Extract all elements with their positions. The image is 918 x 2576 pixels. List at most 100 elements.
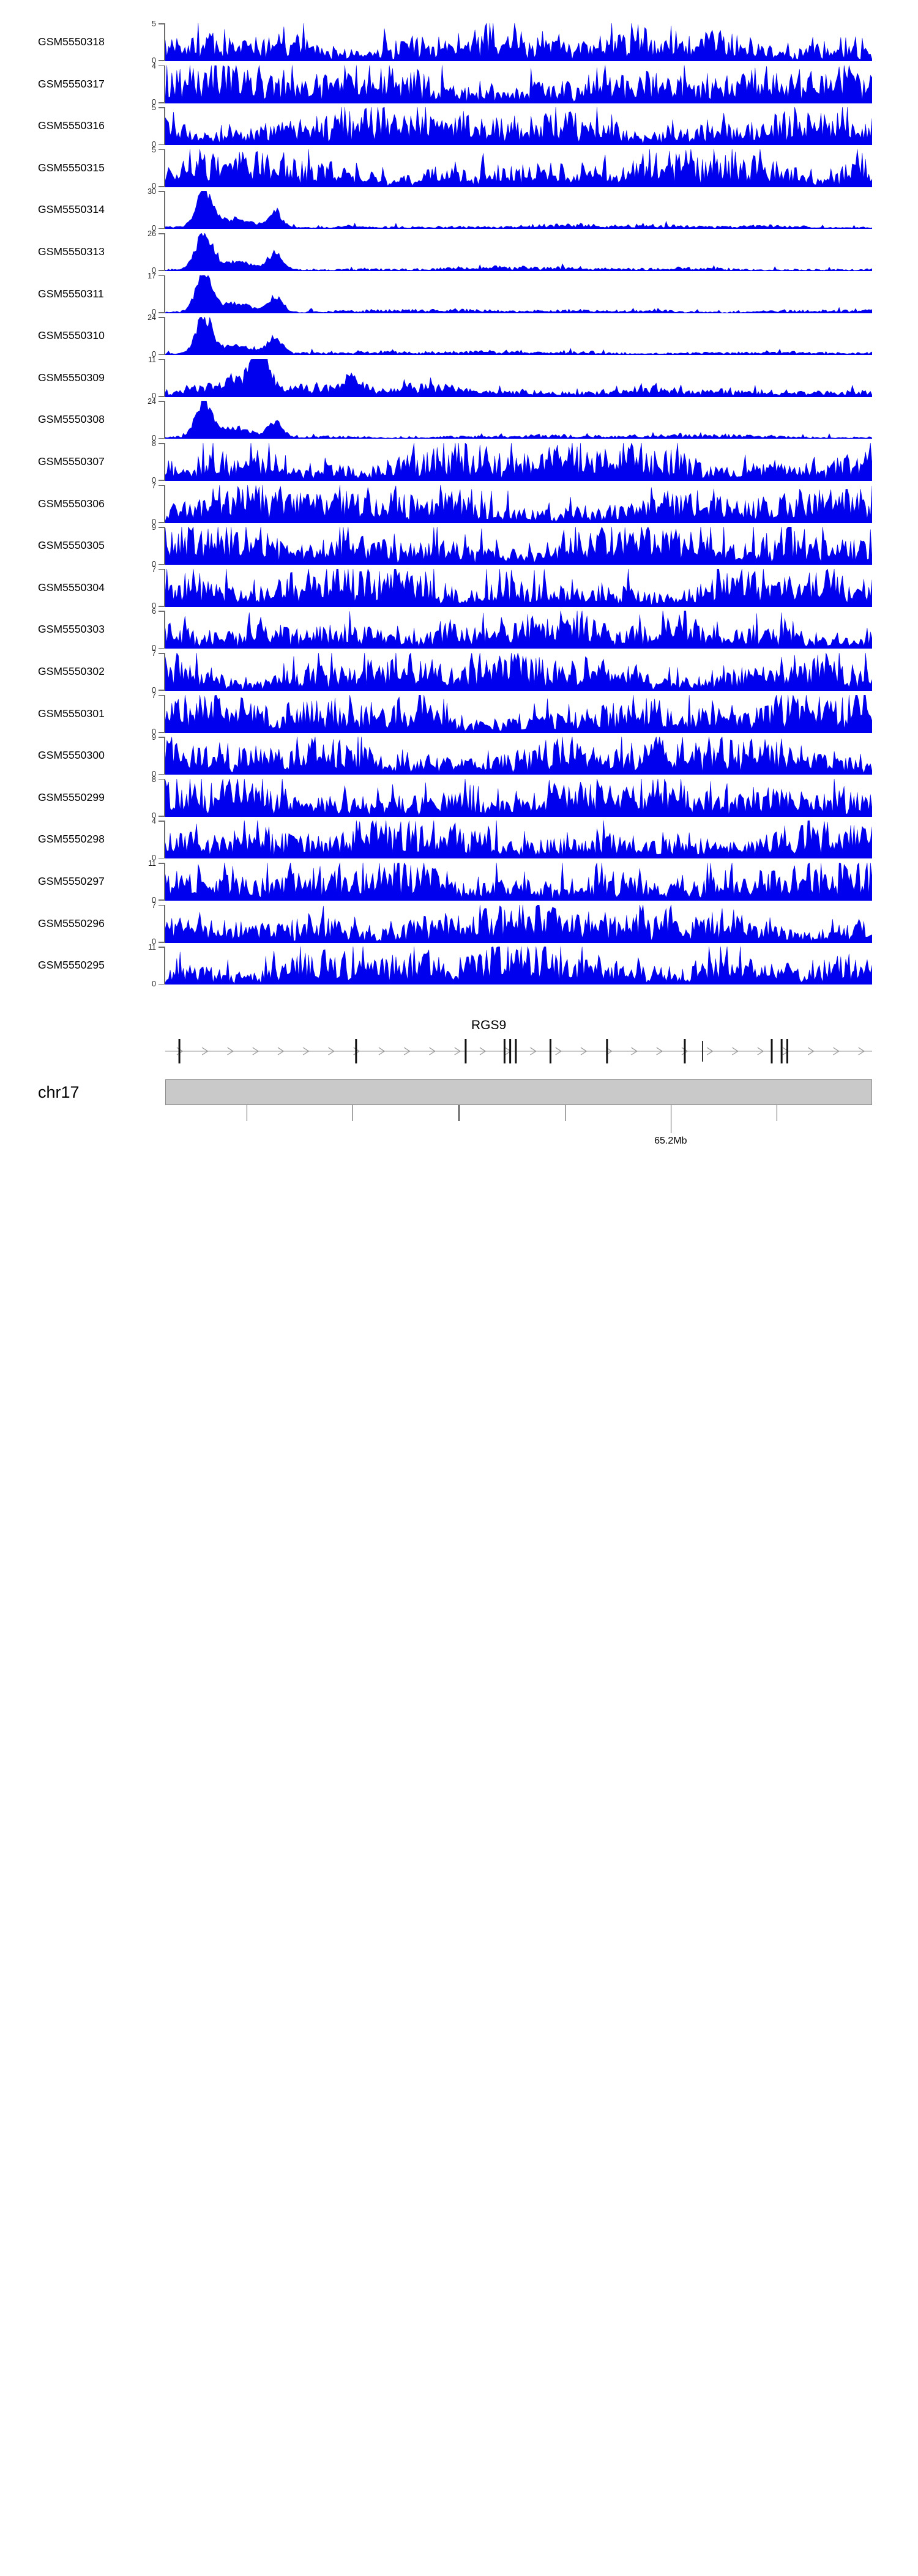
coverage-track[interactable]: GSM5550304 7 0 — [0, 566, 918, 611]
y-axis-max-label: 24 — [147, 313, 156, 322]
coverage-plot-area[interactable] — [165, 107, 872, 146]
coverage-plot-area[interactable] — [165, 317, 872, 356]
coverage-plot-area[interactable] — [165, 275, 872, 313]
track-y-axis: 26 0 — [132, 229, 165, 274]
coverage-plot-area[interactable] — [165, 527, 872, 565]
coverage-track[interactable]: GSM5550296 7 0 — [0, 902, 918, 945]
y-axis-tick-zero — [159, 396, 165, 397]
coverage-track[interactable]: GSM5550308 24 0 — [0, 397, 918, 442]
coverage-plot-area[interactable] — [165, 611, 872, 649]
y-axis-zero-label: 0 — [152, 56, 156, 65]
track-sample-label: GSM5550303 — [38, 623, 105, 636]
coverage-plot-area[interactable] — [165, 485, 872, 523]
coverage-plot-area[interactable] — [165, 947, 872, 985]
coverage-plot-area[interactable] — [165, 359, 872, 397]
coverage-track[interactable]: GSM5550317 4 0 — [0, 62, 918, 106]
coverage-plot-area[interactable] — [165, 568, 872, 607]
y-axis-max-label: 24 — [147, 397, 156, 406]
coverage-track[interactable]: GSM5550314 30 0 — [0, 188, 918, 232]
y-axis-tick-max — [159, 527, 165, 528]
y-axis-tick-zero — [159, 312, 165, 313]
axis-tick — [458, 1104, 460, 1121]
coverage-track[interactable]: GSM5550299 8 0 — [0, 776, 918, 819]
coverage-plot-area[interactable] — [165, 149, 872, 187]
coverage-track[interactable]: GSM5550307 8 0 — [0, 440, 918, 484]
coverage-plot-area[interactable] — [165, 778, 872, 817]
y-axis-zero-label: 0 — [152, 223, 156, 233]
coverage-track[interactable]: GSM5550309 11 0 — [0, 355, 918, 400]
coverage-plot-area[interactable] — [165, 401, 872, 439]
track-sample-label: GSM5550307 — [38, 455, 105, 467]
track-sample-label: GSM5550317 — [38, 77, 105, 90]
track-sample-label: GSM5550305 — [38, 539, 105, 552]
coverage-track[interactable]: GSM5550316 5 0 — [0, 103, 918, 148]
y-axis-line — [164, 904, 165, 943]
y-axis-line — [164, 317, 165, 356]
coverage-track[interactable]: GSM5550301 7 0 — [0, 692, 918, 735]
y-axis-tick-max — [159, 653, 165, 654]
y-axis-line — [164, 149, 165, 187]
coverage-track[interactable]: GSM5550302 7 0 — [0, 649, 918, 694]
coverage-plot-area[interactable] — [165, 737, 872, 775]
y-axis-zero-label: 0 — [152, 140, 156, 149]
coverage-track[interactable]: GSM5550297 11 0 — [0, 860, 918, 904]
coverage-plot-area[interactable] — [165, 653, 872, 691]
chromosome-axis-panel: chr17 65.2Mb — [0, 1079, 918, 1177]
y-axis-zero-label: 0 — [152, 601, 156, 611]
y-axis-max-label: 5 — [152, 145, 156, 154]
y-axis-zero-label: 0 — [152, 643, 156, 652]
coverage-track[interactable]: GSM5550318 5 0 — [0, 20, 918, 64]
y-axis-line — [164, 527, 165, 565]
coverage-plot-area[interactable] — [165, 23, 872, 61]
y-axis-max-label: 4 — [152, 817, 156, 826]
coverage-track[interactable]: GSM5550305 9 0 — [0, 524, 918, 568]
coverage-track[interactable]: GSM5550313 26 0 — [0, 229, 918, 274]
coverage-track[interactable]: GSM5550295 11 0 — [0, 944, 918, 988]
y-axis-max-label: 9 — [152, 733, 156, 742]
coverage-track[interactable]: GSM5550310 24 0 — [0, 313, 918, 358]
gene-model-panel: RGS9 — [0, 1018, 918, 1073]
y-axis-tick-zero — [159, 480, 165, 481]
y-axis-tick-max — [159, 233, 165, 234]
coverage-plot-area[interactable] — [165, 65, 872, 103]
y-axis-tick-zero — [159, 942, 165, 943]
track-y-axis: 24 0 — [132, 397, 165, 442]
coverage-plot-area[interactable] — [165, 821, 872, 859]
coverage-plot-area[interactable] — [165, 443, 872, 481]
coverage-plot-area[interactable] — [165, 904, 872, 943]
coverage-plot-area[interactable] — [165, 233, 872, 271]
coverage-track[interactable]: GSM5550306 7 0 — [0, 482, 918, 526]
y-axis-tick-max — [159, 23, 165, 24]
y-axis-max-label: 5 — [152, 103, 156, 113]
coverage-track[interactable]: GSM5550300 9 0 — [0, 733, 918, 778]
coverage-plot-area[interactable] — [165, 191, 872, 229]
coverage-track[interactable]: GSM5550311 17 0 — [0, 272, 918, 316]
y-axis-tick-zero — [159, 354, 165, 356]
gene-model-plot[interactable] — [165, 1037, 872, 1066]
track-sample-label: GSM5550309 — [38, 371, 105, 384]
y-axis-tick-zero — [159, 564, 165, 565]
coverage-plot-area[interactable] — [165, 863, 872, 901]
track-sample-label: GSM5550295 — [38, 959, 105, 972]
y-axis-line — [164, 23, 165, 61]
y-axis-max-label: 11 — [148, 355, 156, 364]
y-axis-line — [164, 359, 165, 397]
y-axis-max-label: 7 — [152, 649, 156, 658]
coverage-track[interactable]: GSM5550298 4 0 — [0, 817, 918, 862]
y-axis-max-label: 26 — [147, 229, 156, 238]
y-axis-tick-zero — [159, 899, 165, 901]
y-axis-line — [164, 947, 165, 985]
y-axis-tick-zero — [159, 144, 165, 146]
axis-position-label: 65.2Mb — [654, 1135, 687, 1146]
coverage-track[interactable]: GSM5550315 5 0 — [0, 145, 918, 190]
coverage-plot-area[interactable] — [165, 694, 872, 733]
y-axis-line — [164, 821, 165, 859]
coverage-track[interactable]: GSM5550303 6 0 — [0, 608, 918, 652]
chromosome-ideogram-bar[interactable] — [165, 1079, 872, 1105]
